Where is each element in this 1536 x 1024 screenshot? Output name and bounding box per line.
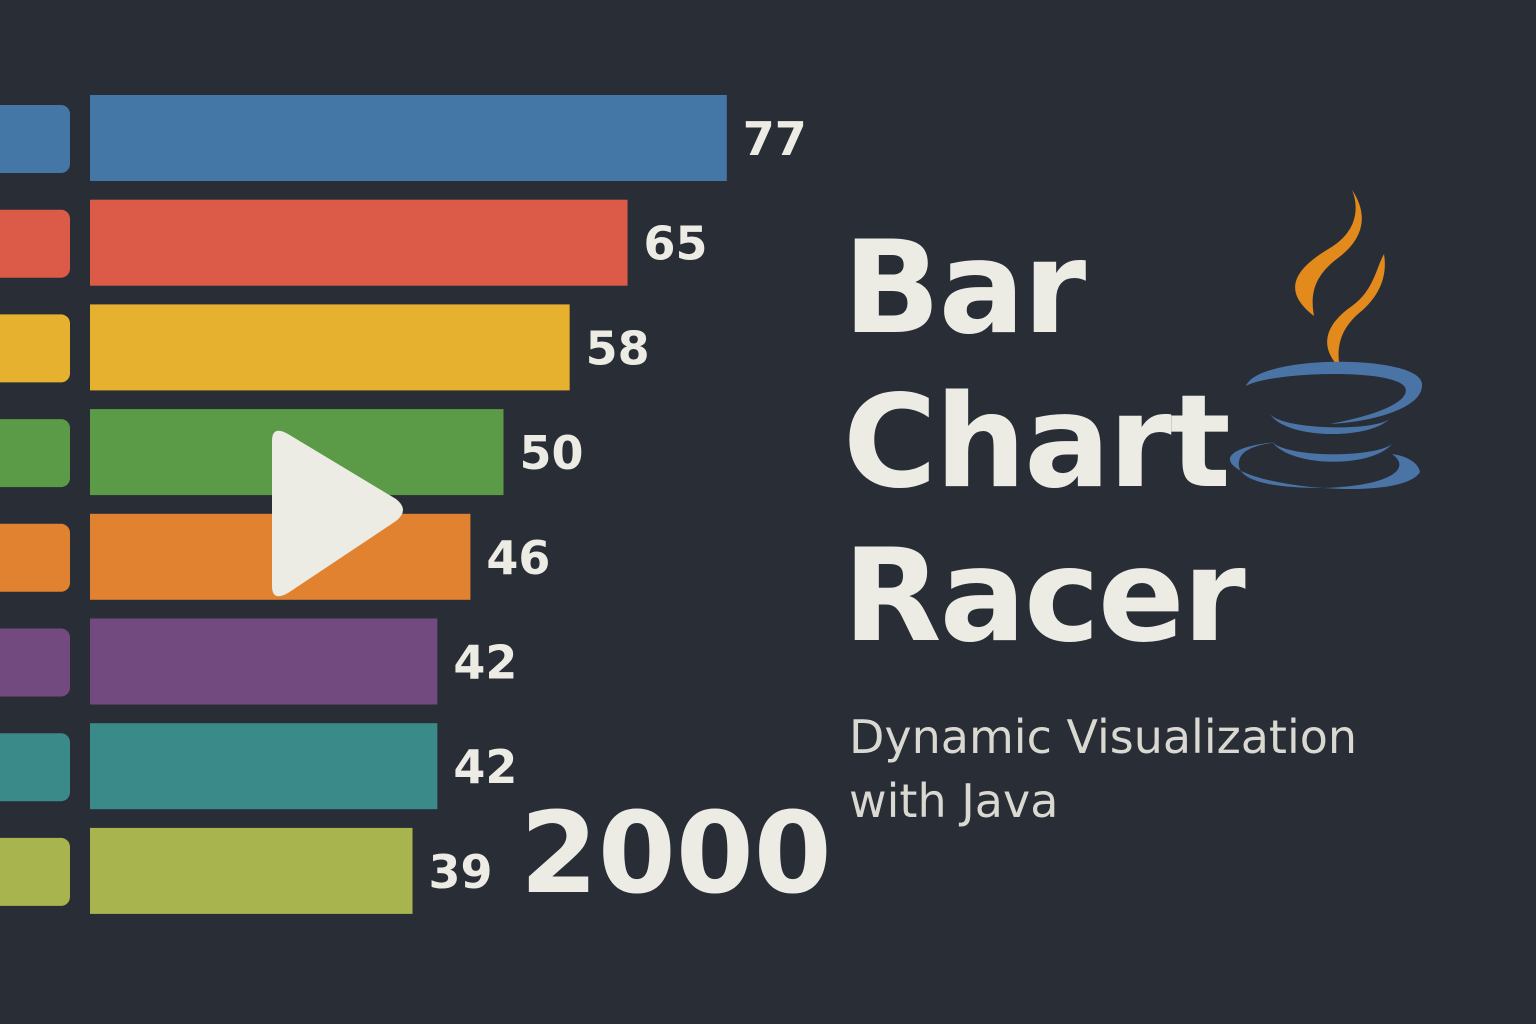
subtitle-line-1: Dynamic Visualization bbox=[849, 710, 1358, 764]
bar-value-label-2: 65 bbox=[644, 217, 708, 271]
steam-right-icon bbox=[1327, 254, 1385, 368]
bar-label-tab-5 bbox=[0, 523, 70, 592]
bar-label-tab-6 bbox=[0, 628, 70, 697]
bar-3 bbox=[90, 304, 570, 391]
cup-saucer bbox=[1229, 442, 1420, 490]
bar-row-8: 39 bbox=[0, 827, 493, 914]
bar-label-tab-3 bbox=[0, 314, 70, 383]
play-icon[interactable] bbox=[268, 425, 408, 609]
bar-2 bbox=[90, 199, 628, 286]
bar-label-tab-2 bbox=[0, 209, 70, 278]
bar-label-tab-8 bbox=[0, 837, 70, 906]
bar-8 bbox=[90, 827, 413, 914]
bar-1 bbox=[90, 95, 727, 181]
title-line-1: Bar bbox=[843, 214, 1086, 363]
bar-row-6: 42 bbox=[0, 618, 517, 705]
bar-row-1: 77 bbox=[0, 95, 807, 181]
subtitle-line-2: with Java bbox=[849, 774, 1059, 828]
bar-label-tab-1 bbox=[0, 105, 70, 173]
title-block: Bar Chart Racer bbox=[843, 212, 1403, 674]
title-line-2: Chart bbox=[843, 368, 1231, 517]
bar-value-label-7: 42 bbox=[453, 740, 517, 794]
cup-ring-middle bbox=[1270, 414, 1390, 435]
bar-7 bbox=[90, 723, 438, 810]
bar-value-label-6: 42 bbox=[453, 636, 517, 690]
period-label: 2000 bbox=[520, 789, 832, 919]
java-coffee-cup-icon bbox=[1222, 186, 1432, 510]
bar-value-label-3: 58 bbox=[586, 321, 650, 375]
cup-ring-top bbox=[1246, 361, 1423, 424]
bar-value-label-5: 46 bbox=[486, 531, 550, 585]
steam-left-icon bbox=[1295, 190, 1362, 316]
bar-row-3: 58 bbox=[0, 304, 650, 391]
bar-value-label-1: 77 bbox=[743, 112, 807, 166]
bar-6 bbox=[90, 618, 438, 705]
bar-row-2: 65 bbox=[0, 199, 708, 286]
bar-value-label-8: 39 bbox=[429, 845, 493, 899]
cup-ring-lower bbox=[1272, 442, 1392, 462]
bar-label-tab-7 bbox=[0, 733, 70, 802]
bar-value-label-4: 50 bbox=[520, 426, 584, 480]
bar-row-7: 42 bbox=[0, 723, 517, 810]
bar-label-tab-4 bbox=[0, 419, 70, 488]
subtitle: Dynamic Visualization with Java bbox=[849, 705, 1449, 833]
title-line-3: Racer bbox=[843, 522, 1246, 671]
